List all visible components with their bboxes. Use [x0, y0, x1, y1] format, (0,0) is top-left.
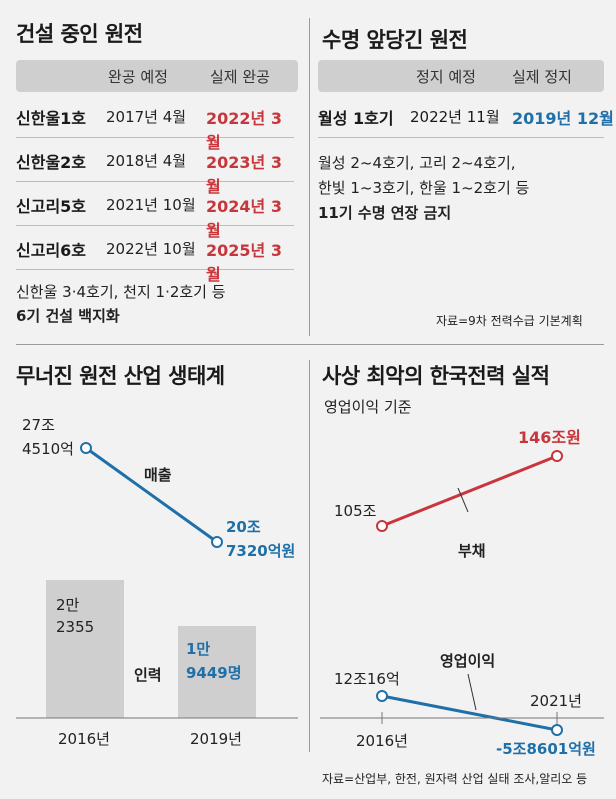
bar-2016-value: 2355 — [56, 618, 95, 636]
table-row: 신한울1호 2017년 4월 2022년 3월 — [16, 94, 294, 152]
construction-title: 건설 중인 원전 — [16, 22, 143, 46]
bar-2016 — [46, 580, 124, 718]
sales-end-label: 20조 — [226, 518, 261, 536]
debt-end-label: 146조원 — [518, 428, 581, 447]
divider-vertical-top — [309, 18, 310, 336]
planned-date: 2022년 10월 — [106, 240, 196, 258]
kepco-subtitle: 영업이익 기준 — [324, 398, 412, 416]
header-actual: 실제 완공 — [210, 68, 270, 86]
x-tick-label: 2016년 — [58, 730, 110, 748]
sales-start-label: 4510억 — [22, 440, 74, 458]
reactor-name: 신고리5호 — [16, 197, 87, 216]
lifespan-note: 월성 2~4호기, 고리 2~4호기, — [318, 154, 516, 172]
header-stop-actual: 실제 정지 — [512, 68, 572, 86]
table-row: 신고리6호 2022년 10월 2025년 3월 — [16, 226, 294, 284]
header-stop-planned: 정지 예정 — [416, 68, 476, 86]
debt-start-label: 105조 — [334, 502, 377, 520]
debt-series-name: 부채 — [458, 542, 486, 560]
divider-horizontal — [16, 344, 604, 345]
bar-2019-value: 9449명 — [186, 664, 242, 682]
header-planned: 완공 예정 — [108, 68, 168, 86]
x-tick-label: 2019년 — [190, 730, 242, 748]
workforce-series-name: 인력 — [134, 666, 162, 684]
lifespan-note: 한빛 1~3호기, 한울 1~2호기 등 — [318, 179, 530, 197]
op-income-series-line — [381, 694, 558, 732]
reactor-name: 신한울1호 — [16, 109, 87, 128]
op-point-2016 — [376, 690, 388, 702]
bar-2019 — [178, 626, 256, 718]
actual-stop: 2019년 12월 — [512, 109, 614, 128]
construction-note: 신한울 3·4호기, 천지 1·2호기 등 — [16, 283, 226, 301]
table-row: 월성 1호기 2022년 11월 2019년 12월 — [318, 94, 614, 138]
table-row: 신한울2호 2018년 4월 2023년 3월 — [16, 138, 294, 196]
debt-point-2021 — [551, 450, 563, 462]
construction-note-bold: 6기 건설 백지화 — [16, 307, 120, 325]
x-tick-label-2021: 2021년 — [530, 692, 582, 710]
lifespan-header: 정지 예정 실제 정지 — [318, 60, 604, 92]
op-point-2021 — [551, 724, 563, 736]
sales-point-2016 — [80, 442, 92, 454]
sales-start-label: 27조 — [22, 416, 55, 434]
actual-date: 2022년 3월 — [206, 109, 282, 152]
kepco-title: 사상 최악의 한국전력 실적 — [322, 364, 550, 388]
actual-date: 2024년 3월 — [206, 197, 282, 240]
divider-vertical-bottom — [309, 360, 310, 752]
sales-series-name: 매출 — [144, 466, 172, 484]
op-end-label: -5조8601억원 — [496, 740, 596, 758]
sales-point-2019 — [211, 536, 223, 548]
lifespan-source: 자료=9차 전력수급 기본계획 — [436, 314, 583, 328]
x-tick-label-2016: 2016년 — [356, 732, 408, 750]
table-row: 신고리5호 2021년 10월 2024년 3월 — [16, 182, 294, 240]
planned-date: 2021년 10월 — [106, 196, 196, 214]
op-leader — [467, 673, 477, 711]
debt-leader — [457, 487, 469, 513]
sales-series-line — [85, 446, 218, 544]
bar-2016-value: 2만 — [56, 596, 80, 614]
lifespan-title: 수명 앞당긴 원전 — [322, 28, 468, 52]
bar-2019-value: 1만 — [186, 640, 211, 658]
planned-date: 2017년 4월 — [106, 108, 187, 126]
planned-date: 2018년 4월 — [106, 152, 187, 170]
op-start-label: 12조16억 — [334, 670, 400, 688]
ecosystem-title: 무너진 원전 산업 생태계 — [16, 364, 225, 388]
construction-header: 완공 예정 실제 완공 — [16, 60, 298, 92]
reactor-name: 신고리6호 — [16, 241, 87, 260]
lifespan-note-bold: 11기 수명 연장 금지 — [318, 204, 452, 222]
actual-date: 2023년 3월 — [206, 153, 282, 196]
reactor-name: 월성 1호기 — [318, 109, 394, 128]
sales-end-label: 7320억원 — [226, 542, 296, 560]
op-series-name: 영업이익 — [440, 652, 496, 670]
bottom-source: 자료=산업부, 한전, 원자력 산업 실태 조사,알리오 등 — [322, 772, 588, 786]
debt-point-2016 — [376, 520, 388, 532]
debt-series-line — [381, 454, 558, 528]
reactor-name: 신한울2호 — [16, 153, 87, 172]
actual-date: 2025년 3월 — [206, 241, 282, 284]
planned-stop: 2022년 11월 — [410, 108, 500, 126]
